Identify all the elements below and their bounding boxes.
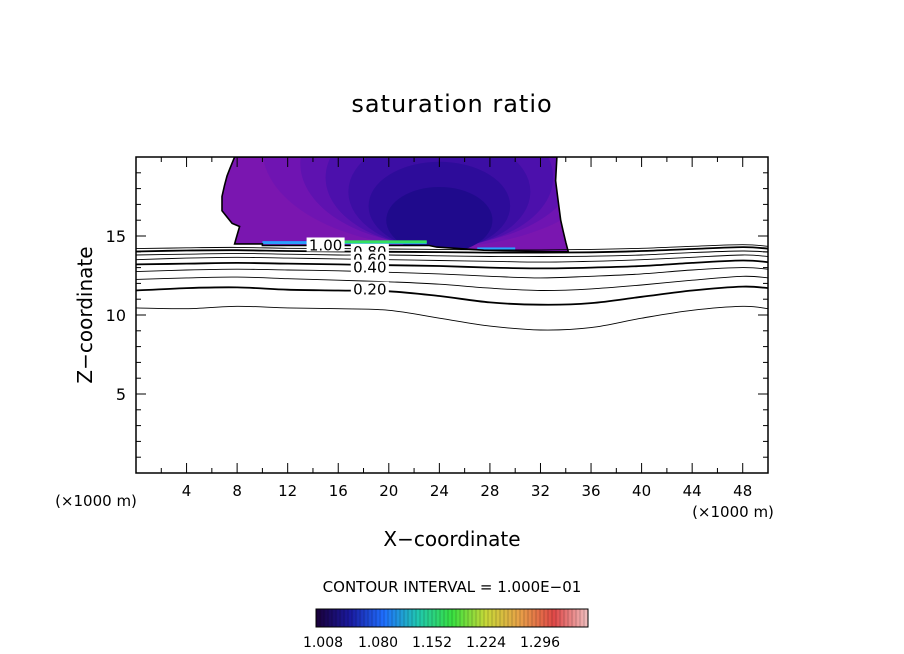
contour-label: 0.20 [353,281,386,299]
contour-line-0-1 [136,305,768,331]
x-tick-label: 48 [733,482,752,500]
contour-label-bg [350,259,389,274]
contour-line-0-8 [136,246,768,254]
cloud-base-streak-1 [306,240,427,244]
axis-ticks [136,157,768,473]
contour-label: 1.00 [309,236,342,254]
x-tick-label: 12 [278,482,297,500]
x-tick-label: 32 [531,482,550,500]
y-tick-labels: 5 10 15 [106,227,126,404]
contour-label-bg [350,281,389,296]
cloud-base-streak-2 [477,247,516,251]
contour-line-0-9 [136,244,768,251]
x-unit-label: (×1000 m) [692,503,774,521]
contour-line-0-4 [136,267,768,279]
contour-line-0-7 [136,250,768,258]
x-axis-label: X−coordinate [383,527,520,551]
x-tick-label: 28 [480,482,499,500]
colorbar-tick-label: 1.224 [466,635,506,651]
x-tick-labels: 4 8 12 16 20 24 28 32 36 40 44 48 [182,482,752,500]
chart-title: saturation ratio [351,90,552,118]
x-tick-label: 20 [379,482,398,500]
colorbar-tick-labels: 1.008 1.080 1.152 1.224 1.296 [303,635,560,651]
contour-line-0-6 [136,254,768,263]
contour-labels: 1.000.800.600.400.20 [306,236,389,299]
contour-lines [136,244,768,331]
colorbar-stripes [319,609,585,627]
colorbar [315,608,589,628]
contour-line-0-5 [136,259,768,270]
cloud-shade-5 [386,187,493,252]
contour-label: 0.40 [353,259,386,277]
y-axis-label: Z−coordinate [73,246,97,383]
x-tick-label: 4 [182,482,192,500]
cloud-region [221,157,570,253]
y-tick-label: 15 [106,227,126,246]
colorbar-tick-label: 1.080 [358,635,398,651]
x-tick-label: 8 [232,482,242,500]
x-tick-label: 16 [329,482,348,500]
contour-label-bg [306,237,345,252]
contour-interval-note: CONTOUR INTERVAL = 1.000E−01 [323,578,582,596]
contour-line-0-2 [136,285,768,306]
x-tick-label: 36 [581,482,600,500]
y-tick-label: 5 [116,385,126,404]
x-tick-label: 40 [632,482,651,500]
colorbar-tick-label: 1.008 [303,635,343,651]
colorbar-tick-label: 1.296 [520,635,560,651]
cloud-outline [221,157,570,253]
x-tick-label: 44 [683,482,702,500]
z-unit-label: (×1000 m) [55,492,137,510]
y-tick-label: 10 [106,306,126,325]
colorbar-tick-label: 1.152 [412,635,452,651]
x-tick-label: 24 [430,482,449,500]
contour-line-0-3 [136,275,768,291]
